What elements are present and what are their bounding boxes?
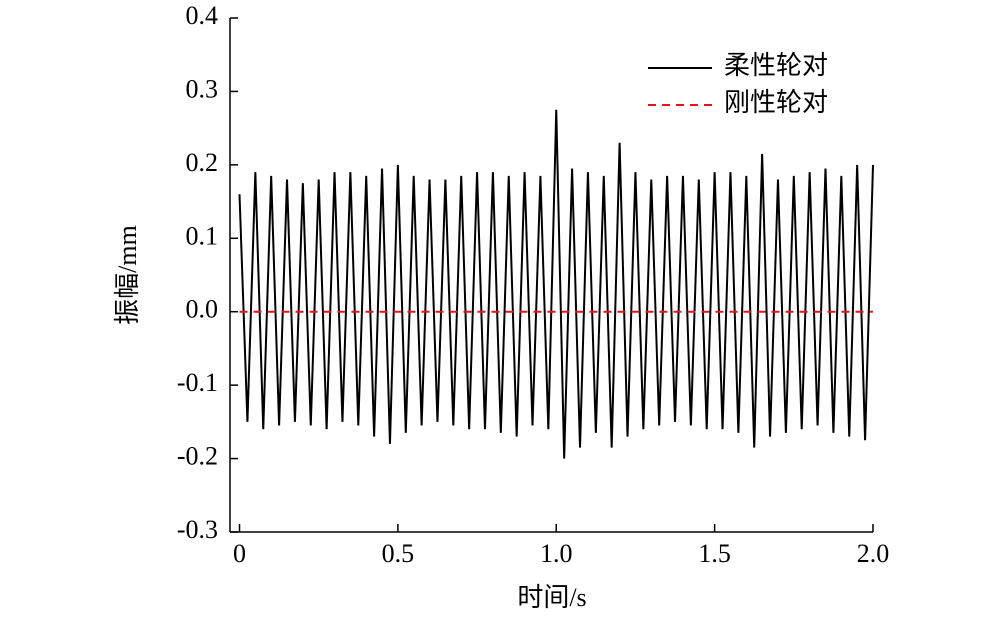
y-tick-label: 0.3: [186, 74, 219, 103]
x-tick-label: 2.0: [857, 539, 890, 568]
y-axis-label: 振幅/mm: [113, 225, 142, 325]
y-tick-label: 0.2: [186, 148, 219, 177]
series-line: [238, 109, 874, 459]
y-tick-label: -0.1: [177, 368, 218, 397]
legend-label: 柔性轮对: [724, 51, 828, 80]
x-tick-label: 0: [233, 539, 246, 568]
y-tick-label: -0.2: [177, 442, 218, 471]
y-tick-label: 0.1: [186, 221, 219, 250]
x-tick-label: 0.5: [382, 539, 415, 568]
x-tick-label: 1.5: [698, 539, 731, 568]
y-tick-label: 0.4: [186, 1, 219, 30]
x-axis-label: 时间/s: [517, 583, 586, 612]
x-tick-label: 1.0: [540, 539, 573, 568]
legend-label: 刚性轮对: [724, 88, 828, 117]
y-tick-label: -0.3: [177, 515, 218, 544]
y-tick-label: 0.0: [186, 295, 219, 324]
